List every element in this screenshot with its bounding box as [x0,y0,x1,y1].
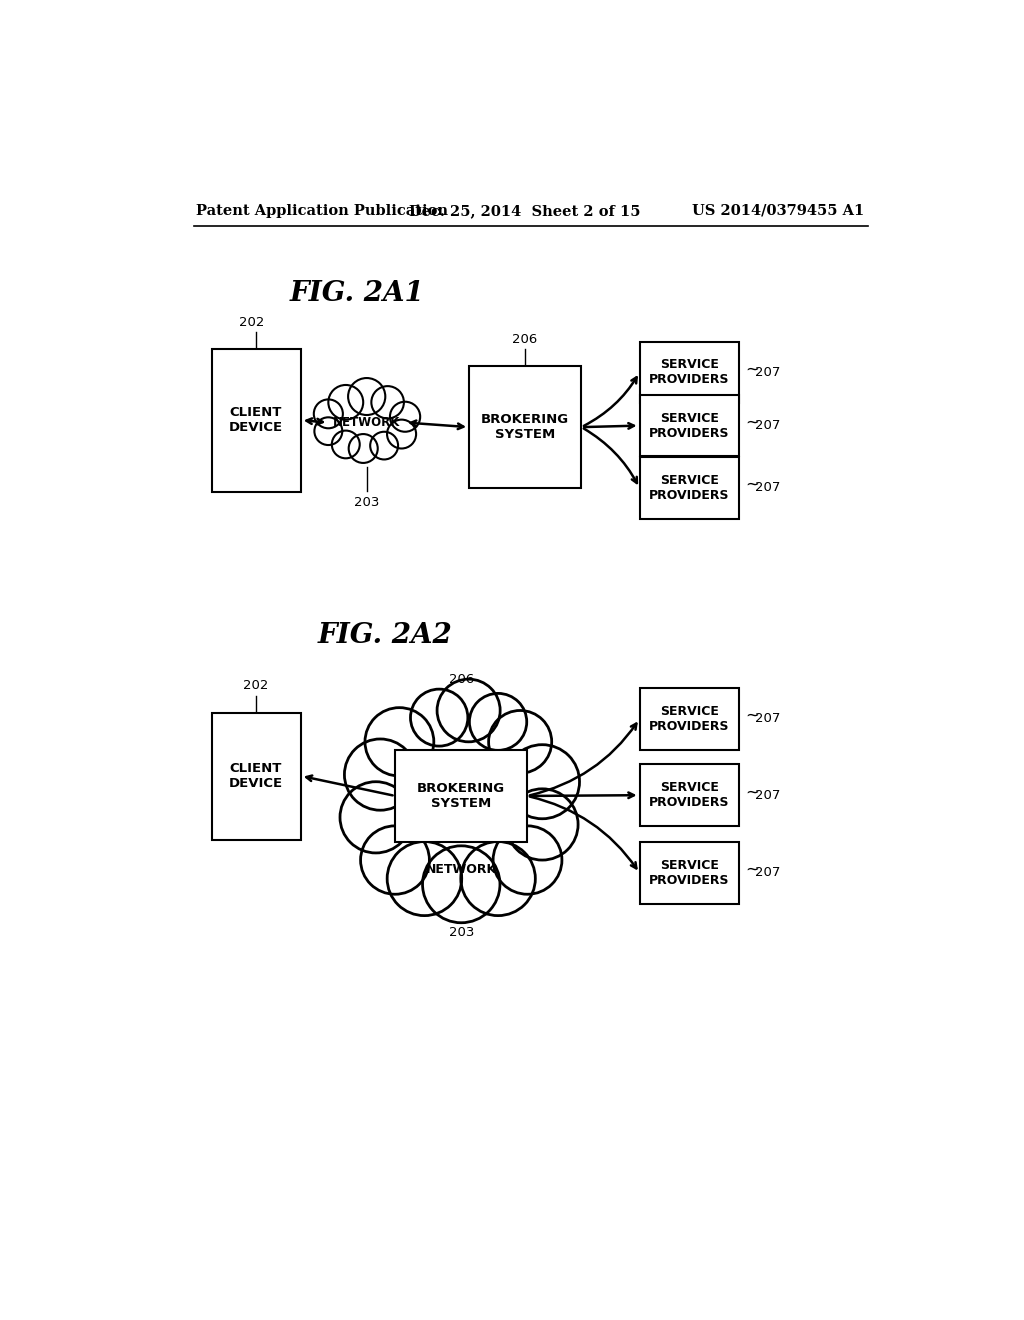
Text: SERVICE
PROVIDERS: SERVICE PROVIDERS [649,859,729,887]
Text: CLIENT
DEVICE: CLIENT DEVICE [228,762,283,789]
Text: 203: 203 [354,496,379,510]
Text: 207: 207 [756,866,781,879]
Text: FIG. 2A2: FIG. 2A2 [317,622,453,649]
Circle shape [390,401,420,432]
Text: NETWORK: NETWORK [426,862,497,875]
Bar [640,342,738,404]
Circle shape [494,826,562,894]
Text: 207: 207 [756,482,781,495]
Circle shape [411,689,468,746]
Circle shape [340,781,412,853]
Circle shape [344,739,416,810]
Circle shape [488,710,552,774]
Text: 206: 206 [449,673,474,686]
Bar [469,367,582,488]
Bar [640,688,738,750]
Text: SERVICE
PROVIDERS: SERVICE PROVIDERS [649,705,729,733]
Text: NETWORK: NETWORK [333,416,400,429]
Circle shape [507,789,579,861]
Bar [640,764,738,826]
Circle shape [349,434,378,463]
Text: Patent Application Publication: Patent Application Publication [197,203,449,218]
Circle shape [371,432,398,459]
Bar [212,713,301,840]
Circle shape [329,385,364,420]
Text: 202: 202 [240,315,264,329]
Bar [212,350,301,492]
Text: ~: ~ [744,861,759,879]
Bar [640,457,738,519]
Text: ~: ~ [744,413,759,432]
Text: SERVICE
PROVIDERS: SERVICE PROVIDERS [649,781,729,809]
Text: 207: 207 [756,713,781,726]
Circle shape [469,693,526,750]
Bar [395,750,527,842]
Text: Dec. 25, 2014  Sheet 2 of 15: Dec. 25, 2014 Sheet 2 of 15 [409,203,641,218]
Circle shape [387,420,416,449]
Text: SERVICE
PROVIDERS: SERVICE PROVIDERS [649,359,729,387]
Text: SERVICE
PROVIDERS: SERVICE PROVIDERS [649,412,729,440]
Circle shape [387,842,462,916]
Circle shape [505,744,580,818]
Text: 206: 206 [512,333,538,346]
Circle shape [461,842,536,916]
Circle shape [313,400,343,428]
Circle shape [372,387,403,418]
Circle shape [348,378,385,414]
Bar [640,842,738,904]
Text: 203: 203 [449,925,474,939]
Text: US 2014/0379455 A1: US 2014/0379455 A1 [692,203,864,218]
Text: ~: ~ [744,708,759,725]
Bar [640,395,738,457]
Text: CLIENT
DEVICE: CLIENT DEVICE [228,407,283,434]
Text: 207: 207 [756,788,781,801]
Circle shape [365,708,434,776]
Text: ~: ~ [744,360,759,379]
Circle shape [314,417,342,445]
Circle shape [437,680,500,742]
Text: 207: 207 [756,418,781,432]
Text: BROKERING
SYSTEM: BROKERING SYSTEM [480,413,569,441]
Text: ~: ~ [744,783,759,801]
Text: ~: ~ [744,477,759,494]
Text: 207: 207 [756,366,781,379]
Circle shape [360,826,429,894]
Text: BROKERING
SYSTEM: BROKERING SYSTEM [417,781,505,810]
Text: SERVICE
PROVIDERS: SERVICE PROVIDERS [649,474,729,502]
Circle shape [332,430,359,458]
Text: 202: 202 [243,680,268,693]
Text: FIG. 2A1: FIG. 2A1 [289,280,424,306]
Circle shape [423,846,500,923]
